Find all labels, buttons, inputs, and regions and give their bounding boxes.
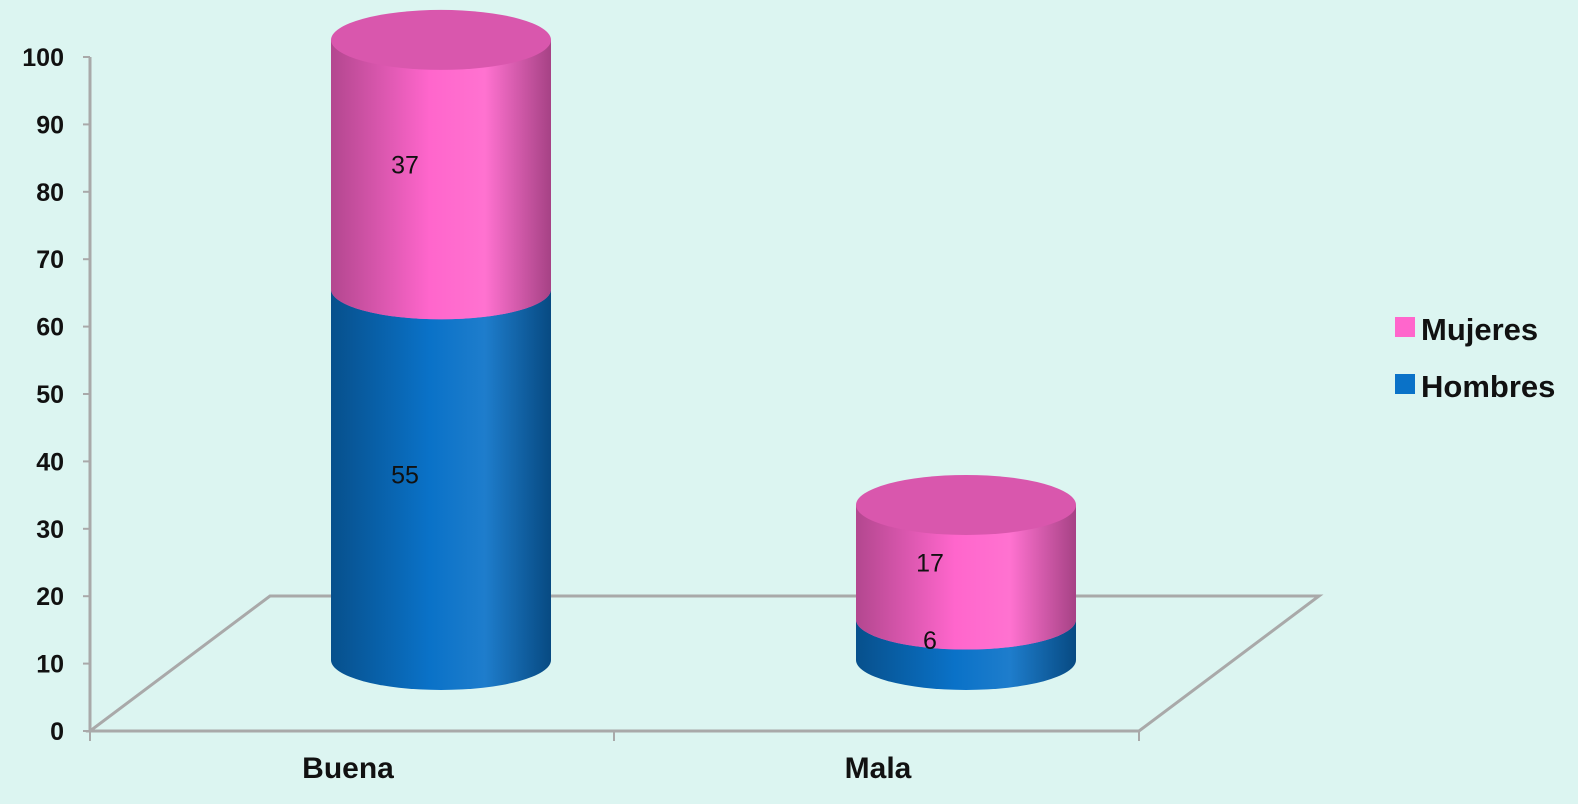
legend-label: Hombres	[1421, 369, 1555, 404]
bar-top-cap	[856, 475, 1076, 535]
y-tick-label: 50	[36, 381, 64, 409]
y-tick-label: 10	[36, 651, 64, 679]
bar-segment	[331, 40, 551, 319]
y-tick-label: 90	[36, 111, 64, 139]
y-tick-label: 0	[50, 718, 64, 746]
y-tick-label: 70	[36, 246, 64, 274]
y-tick-label: 80	[36, 179, 64, 207]
bar-segment	[331, 289, 551, 690]
y-tick-label: 60	[36, 314, 64, 342]
legend-swatch	[1395, 374, 1415, 394]
legend-label: Mujeres	[1421, 312, 1538, 347]
data-label: 17	[916, 549, 944, 577]
y-tick-label: 20	[36, 583, 64, 611]
y-tick-label: 40	[36, 448, 64, 476]
chart-floor	[90, 596, 1319, 731]
x-axis: Buena Mala	[90, 731, 1139, 785]
y-axis: 0 10 20 30 40 50 60 70 80 90 100	[22, 44, 90, 746]
x-category-label: Buena	[302, 752, 394, 785]
bar-mujeres-buena	[331, 10, 551, 319]
y-tick-label: 30	[36, 516, 64, 544]
legend[interactable]: Mujeres Hombres	[1395, 312, 1555, 404]
bars	[331, 10, 1076, 690]
legend-item-mujeres[interactable]: Mujeres	[1395, 312, 1538, 347]
y-tick-label: 100	[22, 44, 64, 72]
floor-outline	[90, 596, 1319, 731]
data-label: 6	[923, 627, 937, 655]
legend-item-hombres[interactable]: Hombres	[1395, 369, 1555, 404]
data-label: 55	[391, 462, 419, 490]
x-category-label: Mala	[845, 752, 912, 785]
legend-swatch	[1395, 317, 1415, 337]
bar-top-cap	[331, 10, 551, 70]
data-label: 37	[391, 152, 419, 180]
bar-hombres-buena	[331, 259, 551, 690]
bar-mujeres-mala	[856, 475, 1076, 650]
